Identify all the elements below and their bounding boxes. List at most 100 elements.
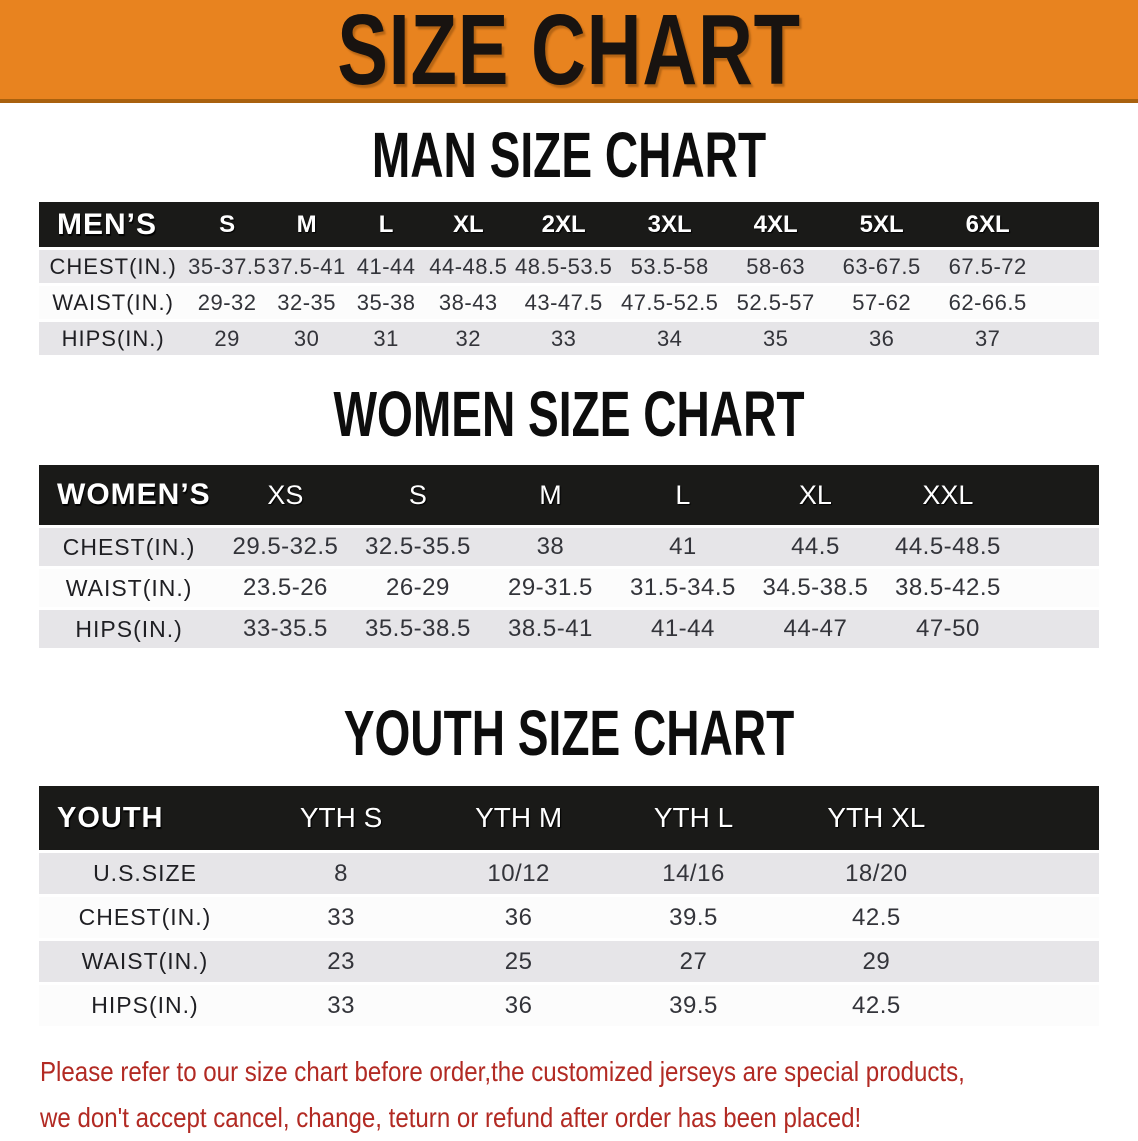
table-cell: 35-38	[346, 286, 426, 319]
row-label: WAIST(IN.)	[39, 941, 251, 982]
table-cell: 38	[484, 528, 617, 566]
row-label: U.S.SIZE	[39, 853, 251, 894]
section-heading-youth: YOUTH SIZE CHART	[343, 697, 795, 769]
row-label: CHEST(IN.)	[39, 897, 251, 938]
youth-size-table: YOUTH YTH S YTH M YTH L YTH XL U.S.SIZE 8 10/12…	[39, 783, 1099, 1029]
row-filler	[971, 897, 1099, 938]
table-cell: 32.5-35.5	[351, 528, 485, 566]
table-cell: 29.5-32.5	[219, 528, 352, 566]
table-cell: 52.5-57	[722, 286, 829, 319]
section-heading-women: WOMEN SIZE CHART	[333, 378, 805, 450]
column-header: M	[266, 202, 347, 247]
table-row: U.S.SIZE 8 10/12 14/16 18/20	[39, 853, 1099, 894]
table-header-row: WOMEN’S XS S M L XL XXL	[39, 465, 1099, 525]
table-cell: 38.5-42.5	[881, 569, 1015, 607]
table-corner-label: YOUTH	[39, 786, 251, 850]
column-header: YTH M	[431, 786, 607, 850]
table-cell: 39.5	[606, 985, 781, 1026]
table-cell: 43-47.5	[510, 286, 617, 319]
table-cell: 38.5-41	[484, 610, 617, 648]
column-header: 2XL	[510, 202, 617, 247]
table-cell: 41-44	[346, 250, 426, 283]
table-cell: 18/20	[780, 853, 972, 894]
row-label: WAIST(IN.)	[39, 569, 220, 607]
table-cell: 10/12	[431, 853, 607, 894]
table-corner-label: WOMEN’S	[39, 465, 220, 525]
row-label: CHEST(IN.)	[39, 250, 188, 283]
column-header: XS	[219, 465, 352, 525]
table-cell: 14/16	[606, 853, 781, 894]
row-label: HIPS(IN.)	[39, 985, 251, 1026]
table-cell: 29-32	[187, 286, 267, 319]
table-cell: 36	[828, 322, 935, 355]
row-filler	[971, 941, 1099, 982]
man-size-table: MEN’S S M L XL 2XL 3XL 4XL 5XL 6XL CHEST(IN.) 35-37…	[39, 199, 1099, 358]
table-header-row: MEN’S S M L XL 2XL 3XL 4XL 5XL 6XL	[39, 202, 1099, 247]
table-cell: 30	[266, 322, 347, 355]
table-cell: 31.5-34.5	[616, 569, 750, 607]
table-row: HIPS(IN.) 33 36 39.5 42.5	[39, 985, 1099, 1026]
row-label: HIPS(IN.)	[39, 322, 188, 355]
table-cell: 41	[616, 528, 750, 566]
table-cell: 33	[251, 897, 432, 938]
section-youth-size-chart: YOUTH SIZE CHART YOUTH YTH S YTH M YTH L YTH …	[0, 701, 1138, 1029]
banner-title: SIZE CHART	[337, 0, 801, 106]
row-filler	[971, 853, 1099, 894]
table-cell: 67.5-72	[934, 250, 1041, 283]
row-label: HIPS(IN.)	[39, 610, 220, 648]
table-header-row: YOUTH YTH S YTH M YTH L YTH XL	[39, 786, 1099, 850]
table-row: WAIST(IN.) 23 25 27 29	[39, 941, 1099, 982]
row-filler	[1040, 286, 1099, 319]
table-cell: 58-63	[722, 250, 829, 283]
table-cell: 41-44	[616, 610, 750, 648]
table-cell: 32-35	[266, 286, 347, 319]
column-header: YTH L	[606, 786, 781, 850]
table-row: CHEST(IN.) 33 36 39.5 42.5	[39, 897, 1099, 938]
table-cell: 31	[346, 322, 426, 355]
row-filler	[971, 985, 1099, 1026]
table-cell: 42.5	[780, 897, 972, 938]
table-row: WAIST(IN.) 23.5-26 26-29 29-31.5 31.5-34.5 34…	[39, 569, 1099, 607]
row-filler	[1014, 569, 1099, 607]
disclaimer: Please refer to our size chart before or…	[40, 1049, 1138, 1141]
row-label: CHEST(IN.)	[39, 528, 220, 566]
row-label: WAIST(IN.)	[39, 286, 188, 319]
table-cell: 42.5	[780, 985, 972, 1026]
table-cell: 35	[722, 322, 829, 355]
table-cell: 25	[431, 941, 607, 982]
row-filler	[1040, 322, 1099, 355]
column-header: M	[484, 465, 617, 525]
column-header: YTH S	[251, 786, 432, 850]
table-row: WAIST(IN.) 29-32 32-35 35-38 38-43 43-47.5 47.…	[39, 286, 1099, 319]
table-cell: 34	[616, 322, 723, 355]
disclaimer-line-2: we don't accept cancel, change, teturn o…	[40, 1102, 862, 1133]
column-header: L	[616, 465, 750, 525]
section-heading-man: MAN SIZE CHART	[371, 119, 767, 191]
table-row: CHEST(IN.) 35-37.5 37.5-41 41-44 44-48.5 48.5…	[39, 250, 1099, 283]
table-cell: 29	[187, 322, 267, 355]
table-cell: 36	[431, 897, 607, 938]
table-row: HIPS(IN.) 33-35.5 35.5-38.5 38.5-41 41-44 44-…	[39, 610, 1099, 648]
table-cell: 35-37.5	[187, 250, 267, 283]
row-filler	[1014, 528, 1099, 566]
women-size-table: WOMEN’S XS S M L XL XXL CHEST(IN.) 29.5-32.5 32.5…	[39, 462, 1099, 651]
row-filler	[1014, 610, 1099, 648]
column-header: 4XL	[722, 202, 829, 247]
sections-container: MAN SIZE CHART MEN’S S M L XL 2XL 3XL 4XL 5XL 6XL C…	[0, 123, 1138, 1029]
header-filler	[1014, 465, 1099, 525]
table-cell: 44.5	[749, 528, 882, 566]
table-row: CHEST(IN.) 29.5-32.5 32.5-35.5 38 41 44.5 44.5…	[39, 528, 1099, 566]
table-cell: 38-43	[425, 286, 511, 319]
table-cell: 57-62	[828, 286, 935, 319]
table-cell: 37.5-41	[266, 250, 347, 283]
table-cell: 8	[251, 853, 432, 894]
table-cell: 47.5-52.5	[616, 286, 723, 319]
table-cell: 33	[510, 322, 617, 355]
row-filler	[1040, 250, 1099, 283]
table-cell: 44-47	[749, 610, 882, 648]
table-cell: 63-67.5	[828, 250, 935, 283]
section-man-size-chart: MAN SIZE CHART MEN’S S M L XL 2XL 3XL 4XL 5XL 6XL C…	[0, 123, 1138, 358]
table-cell: 44.5-48.5	[881, 528, 1015, 566]
banner: SIZE CHART	[0, 0, 1138, 103]
